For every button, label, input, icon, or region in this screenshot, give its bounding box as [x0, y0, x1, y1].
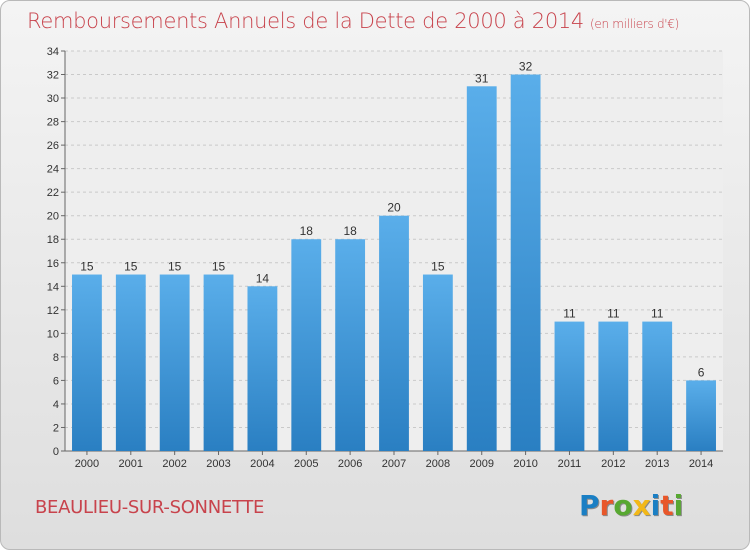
y-tick-label: 12: [47, 305, 59, 317]
bar: [335, 239, 366, 451]
bar: [466, 86, 497, 451]
x-tick-label: 2006: [338, 458, 362, 470]
data-label: 15: [212, 260, 226, 274]
x-tick-label: 2010: [513, 458, 537, 470]
data-label: 11: [651, 307, 664, 321]
y-tick-label: 2: [53, 422, 59, 434]
town-name: BEAULIEU-SUR-SONNETTE: [35, 497, 265, 518]
y-tick-label: 10: [47, 328, 59, 340]
logo-letter: r: [599, 489, 614, 522]
x-tick-label: 2000: [75, 458, 99, 470]
bar: [598, 321, 629, 451]
y-tick-label: 34: [47, 46, 59, 58]
chart-title-text: Remboursements Annuels de la Dette de 20…: [27, 9, 584, 33]
x-tick-label: 2002: [162, 458, 186, 470]
data-label: 15: [168, 260, 182, 274]
bar: [510, 74, 541, 451]
y-tick-label: 32: [47, 70, 59, 82]
x-tick-label: 2007: [382, 458, 406, 470]
bar: [379, 215, 409, 451]
x-tick-label: 2014: [689, 458, 713, 470]
y-tick-label: 16: [47, 258, 59, 270]
y-tick-label: 8: [53, 352, 59, 364]
chart-title: Remboursements Annuels de la Dette de 20…: [27, 9, 679, 33]
x-tick-label: 2001: [119, 458, 143, 470]
bar: [642, 321, 673, 451]
logo-letter: o: [613, 489, 633, 522]
x-axis-ticks: 2000 2001 2002 2003 2004 2005 2006 2007 2008 2009…: [75, 451, 713, 470]
chart-unit: (en milliers d'€): [590, 17, 680, 31]
logo-letter: t: [660, 489, 674, 522]
x-tick-label: 2003: [206, 458, 230, 470]
bars: 15 15 15 15 14 18 18 20 15 31 32 11 11 11 6: [72, 60, 716, 451]
y-tick-label: 28: [47, 117, 59, 129]
bar: [159, 274, 190, 451]
data-label: 15: [80, 260, 94, 274]
data-label: 20: [387, 201, 401, 215]
data-label: 32: [519, 60, 533, 74]
data-label: 18: [300, 224, 314, 238]
bar: [203, 274, 234, 451]
y-tick-label: 24: [47, 164, 59, 176]
y-tick-label: 14: [47, 281, 59, 293]
x-tick-label: 2013: [645, 458, 669, 470]
data-label: 18: [343, 224, 357, 238]
logo-letter: x: [632, 489, 651, 522]
bar: [72, 274, 102, 451]
bar: [554, 321, 585, 451]
data-label: 6: [698, 365, 705, 379]
y-tick-label: 30: [47, 93, 59, 105]
data-label: 14: [256, 271, 270, 285]
x-tick-label: 2009: [469, 458, 493, 470]
y-tick-label: 4: [53, 399, 59, 411]
y-tick-label: 20: [47, 211, 59, 223]
x-tick-label: 2011: [558, 458, 582, 470]
y-tick-label: 6: [53, 375, 59, 387]
y-tick-label: 0: [53, 446, 59, 458]
x-tick-label: 2004: [250, 458, 274, 470]
proxiti-logo: Proxiti: [579, 489, 683, 522]
bar: [291, 239, 322, 451]
y-tick-label: 18: [47, 234, 59, 246]
bar: [686, 380, 716, 451]
data-label: 11: [563, 307, 576, 321]
x-tick-label: 2008: [426, 458, 450, 470]
x-tick-label: 2005: [294, 458, 318, 470]
y-tick-label: 26: [47, 140, 59, 152]
y-tick-label: 22: [47, 187, 59, 199]
logo-letter: P: [579, 489, 600, 522]
bar: [422, 274, 453, 451]
data-label: 15: [431, 260, 445, 274]
bar: [115, 274, 146, 451]
data-label: 11: [607, 307, 620, 321]
logo-letter: i: [650, 489, 661, 522]
x-tick-label: 2012: [601, 458, 625, 470]
data-label: 31: [475, 71, 489, 85]
logo-letter: i: [673, 489, 684, 522]
bar: [247, 286, 278, 451]
data-label: 15: [124, 260, 138, 274]
